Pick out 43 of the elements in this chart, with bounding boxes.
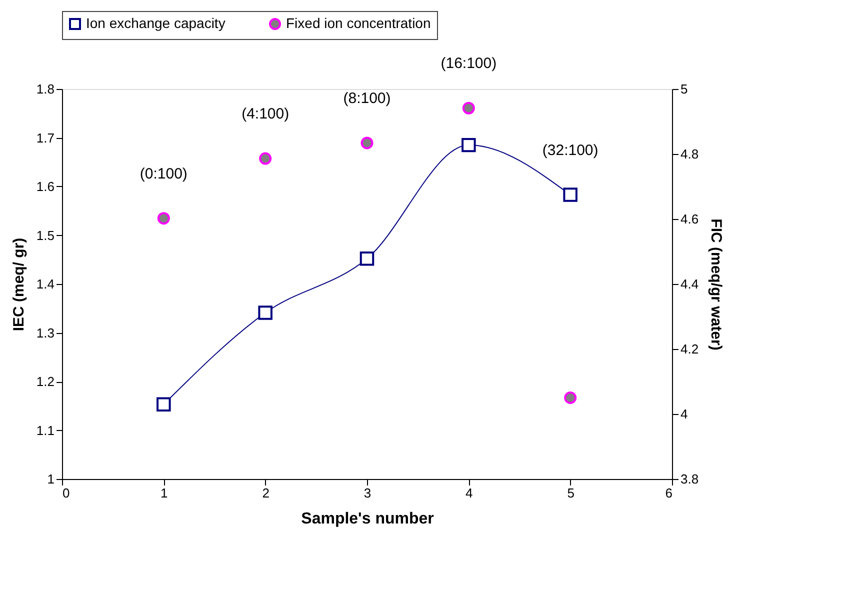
point [462,138,476,152]
y-tick-label: 1.1 [36,422,54,438]
point [258,306,272,320]
annotation: (32:100) [542,142,598,159]
y-tick-label: 1.7 [36,130,54,146]
point [360,252,374,266]
x-tick-label: 0 [62,486,70,500]
x-axis-title: Sample's number [301,510,434,528]
x-tick-label: 2 [262,486,270,500]
point [360,136,374,150]
point [564,392,577,404]
legend-label: Ion exchange capacity [86,15,226,31]
y-axis-title: IEC (meq/ gr) [10,238,28,332]
y2-tick-label: 4.6 [680,212,699,226]
x-tick-label: 5 [567,486,574,500]
point [462,102,475,114]
y2-tick-label: 4.4 [680,276,699,292]
y2-tick-label: 4 [680,406,688,422]
annotation: (0:100) [140,165,188,182]
x-tick-label: 4 [466,486,473,500]
x-tick-label: 3 [364,486,372,500]
y-tick-label: 1.5 [36,228,54,243]
text: (16:100) [440,55,497,72]
y-tick-label: 1.3 [36,325,54,340]
y2-tick-label: 5 [680,82,688,96]
y2-tick-label: 3.8 [680,472,699,486]
point [157,212,170,225]
x-tick-label: 6 [665,486,672,500]
y-tick-label: 1.8 [36,82,54,96]
y-tick-label: 1 [47,472,54,486]
y2-axis-title: FIC (meq/gr water) [708,218,725,350]
x-tick-label: 1 [160,486,168,500]
legend-label: Fixed ion concentration [286,15,431,31]
y-tick-label: 1.4 [36,276,54,292]
point [259,152,272,165]
annotation: (4:100) [242,106,290,123]
y-tick-label: 1.6 [36,179,54,194]
y2-tick-label: 4.2 [680,342,699,356]
point [156,397,171,412]
y2-tick-label: 4.8 [680,146,699,162]
point [563,188,578,202]
y-tick-label: 1.2 [36,374,54,389]
annotation: (8:100) [343,90,391,107]
